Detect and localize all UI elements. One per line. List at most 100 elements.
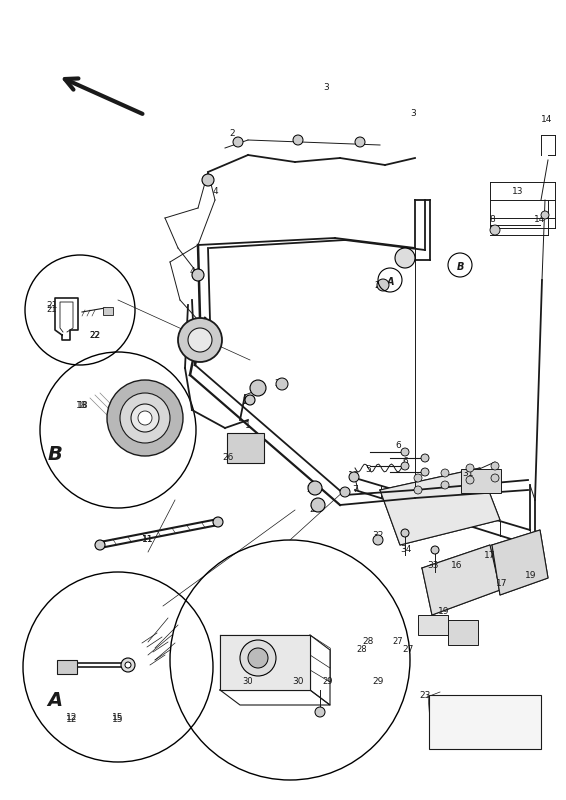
Text: 9: 9 <box>402 250 408 258</box>
Text: 24: 24 <box>310 506 320 514</box>
FancyBboxPatch shape <box>227 433 264 463</box>
Text: 6: 6 <box>402 458 408 466</box>
Text: 19: 19 <box>438 607 450 617</box>
Text: 17: 17 <box>496 578 508 587</box>
Circle shape <box>121 658 135 672</box>
Text: 4: 4 <box>189 266 195 275</box>
Circle shape <box>233 137 243 147</box>
Polygon shape <box>492 530 548 595</box>
Circle shape <box>107 380 183 456</box>
Text: 3: 3 <box>410 110 416 118</box>
Text: 33: 33 <box>427 562 439 570</box>
Circle shape <box>431 546 439 554</box>
Text: 30: 30 <box>243 678 254 686</box>
Text: 28: 28 <box>357 646 367 654</box>
Circle shape <box>466 476 474 484</box>
Text: 29: 29 <box>323 678 333 686</box>
Text: 30: 30 <box>292 678 304 686</box>
Circle shape <box>311 498 325 512</box>
Text: 11: 11 <box>142 535 154 545</box>
Text: 5: 5 <box>365 466 371 474</box>
Circle shape <box>213 517 223 527</box>
Polygon shape <box>448 620 478 645</box>
Circle shape <box>395 248 415 268</box>
Circle shape <box>250 380 266 396</box>
Text: 12: 12 <box>66 715 78 725</box>
Circle shape <box>414 474 422 482</box>
Circle shape <box>120 393 170 443</box>
Text: 1: 1 <box>245 421 251 430</box>
Text: 6: 6 <box>395 441 401 450</box>
Circle shape <box>421 468 429 476</box>
Text: 22: 22 <box>89 330 101 339</box>
Text: 19: 19 <box>525 570 537 579</box>
Text: 32: 32 <box>372 531 384 541</box>
Circle shape <box>138 411 152 425</box>
Text: 25: 25 <box>242 398 254 406</box>
Circle shape <box>340 487 350 497</box>
Text: 2: 2 <box>229 129 235 138</box>
Circle shape <box>377 279 389 291</box>
Circle shape <box>355 137 365 147</box>
Circle shape <box>401 529 409 537</box>
Text: 7: 7 <box>352 486 358 494</box>
Text: 22: 22 <box>90 330 100 339</box>
Circle shape <box>401 448 409 456</box>
Text: 10: 10 <box>348 471 360 481</box>
Text: 21: 21 <box>46 301 58 310</box>
Circle shape <box>192 269 204 281</box>
Text: 17: 17 <box>484 550 496 559</box>
Text: A: A <box>386 277 394 287</box>
Circle shape <box>349 472 359 482</box>
Circle shape <box>491 462 499 470</box>
Circle shape <box>188 328 212 352</box>
Circle shape <box>541 211 549 219</box>
Text: 31: 31 <box>462 470 474 478</box>
Circle shape <box>401 462 409 470</box>
Text: 18: 18 <box>76 401 88 410</box>
Text: 24: 24 <box>306 486 318 494</box>
Text: 12: 12 <box>66 713 78 722</box>
Text: 34: 34 <box>400 546 411 554</box>
Text: B: B <box>48 446 62 465</box>
Circle shape <box>95 540 105 550</box>
Text: 27: 27 <box>402 645 414 654</box>
Polygon shape <box>220 635 310 690</box>
Circle shape <box>308 481 322 495</box>
Polygon shape <box>418 615 448 635</box>
Circle shape <box>315 707 325 717</box>
Text: 20: 20 <box>374 281 385 290</box>
Text: 14: 14 <box>541 115 552 125</box>
Text: 8: 8 <box>489 215 495 225</box>
Circle shape <box>414 486 422 494</box>
Circle shape <box>245 395 255 405</box>
Text: 28: 28 <box>362 638 374 646</box>
Circle shape <box>441 469 449 477</box>
Text: 27: 27 <box>393 638 404 646</box>
Circle shape <box>248 648 268 668</box>
Text: 11: 11 <box>142 535 154 545</box>
Circle shape <box>441 481 449 489</box>
Circle shape <box>178 318 222 362</box>
FancyBboxPatch shape <box>429 695 541 749</box>
Text: 18: 18 <box>76 402 87 410</box>
Bar <box>103 307 113 315</box>
Text: 23: 23 <box>419 690 431 699</box>
FancyBboxPatch shape <box>461 469 501 493</box>
Text: B: B <box>456 262 464 272</box>
Circle shape <box>373 535 383 545</box>
Text: 15: 15 <box>112 715 124 725</box>
Text: 15: 15 <box>112 713 124 722</box>
FancyBboxPatch shape <box>57 660 77 674</box>
Text: A: A <box>48 690 63 710</box>
Text: 26: 26 <box>222 453 234 462</box>
Circle shape <box>293 135 303 145</box>
Circle shape <box>490 225 500 235</box>
Text: 3: 3 <box>323 82 329 91</box>
Text: 14: 14 <box>534 215 546 225</box>
Text: 16: 16 <box>451 562 463 570</box>
Circle shape <box>240 640 276 676</box>
Circle shape <box>421 454 429 462</box>
Text: 21: 21 <box>47 306 57 314</box>
Circle shape <box>125 662 131 668</box>
